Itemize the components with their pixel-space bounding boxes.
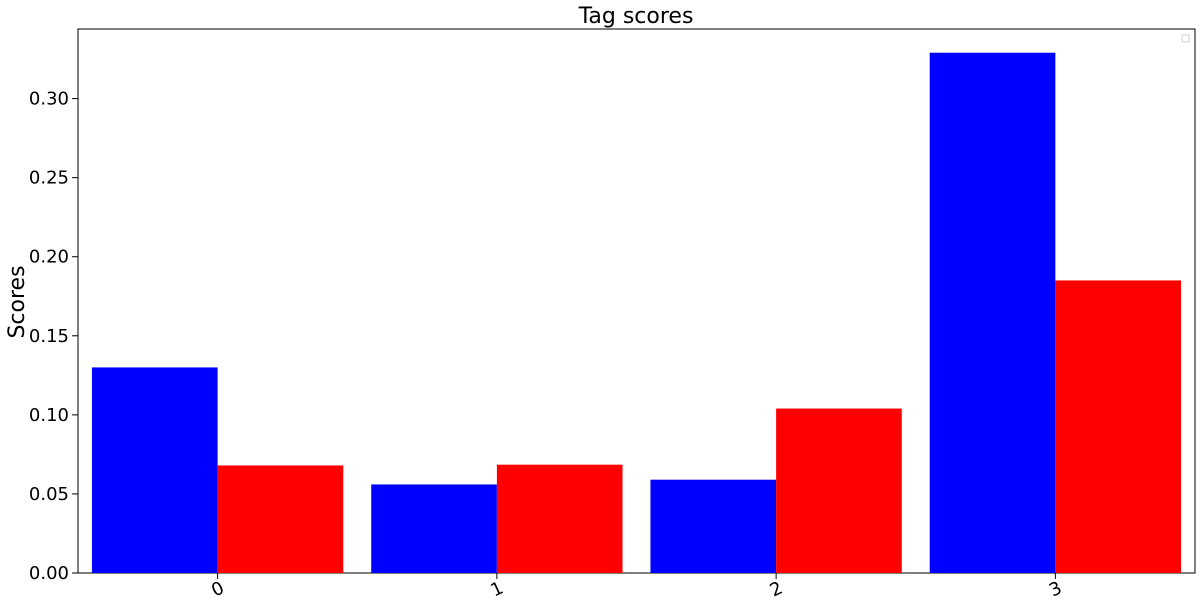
bar-series-1-cat-0 [217,465,344,573]
legend-box [1181,34,1190,43]
x-tick-label: 1 [487,578,506,602]
bar-series-1-cat-3 [1055,280,1182,573]
y-axis-label: Scores [5,265,30,338]
y-tick-label: 0.15 [29,326,69,347]
y-tick-label: 0.05 [29,484,69,505]
bar-series-1-cat-1 [496,464,623,573]
x-tick-label: 0 [208,578,227,602]
bar-series-0-cat-0 [91,367,218,573]
bar-series-1-cat-2 [776,408,902,573]
y-tick-label: 0.10 [29,405,69,426]
bar-series-0-cat-1 [371,484,497,573]
y-tick-label: 0.25 [29,168,69,189]
bar-series-0-cat-2 [650,479,777,573]
bar-series-0-cat-3 [929,52,1056,573]
plot-area: 0.00 0.05 0.10 0.15 0.20 0.25 0.30 0 1 2 3 [29,28,1196,602]
x-tick-label: 2 [767,578,786,602]
x-tick-label: 3 [1046,578,1065,602]
y-tick-label: 0.00 [29,563,69,584]
plot-frame [77,28,1196,574]
y-tick-label: 0.20 [29,247,69,268]
y-tick-label: 0.30 [29,89,69,110]
chart-title: Tag scores [578,4,694,29]
